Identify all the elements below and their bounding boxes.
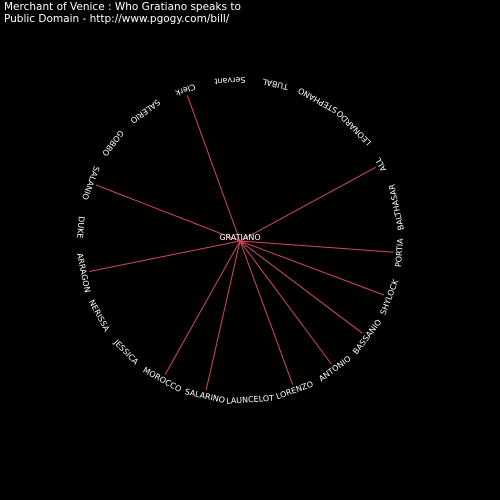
node-label-salarino: SALARINO	[184, 387, 226, 405]
diagram-title: Merchant of Venice : Who Gratiano speaks…	[4, 1, 241, 13]
node-label-shylock: SHYLOCK	[379, 277, 401, 316]
edge-portia	[239, 240, 394, 253]
node-label-stephano: STEPHANO	[297, 86, 339, 115]
edge-bassanio	[239, 240, 363, 334]
edge-antonio	[239, 240, 332, 365]
node-label-arragon: ARRAGON	[75, 252, 92, 293]
edge-morocco	[164, 240, 241, 375]
node-label-duke: DUKE	[75, 216, 86, 239]
node-label-servant: Servant	[214, 75, 246, 86]
edge-clerk	[186, 95, 241, 242]
node-label-nerissa: NERISSA	[87, 298, 112, 333]
edge-all	[239, 166, 376, 242]
edge-lorenzo	[239, 240, 294, 385]
node-label-launcelot: LAUNCELOT	[226, 394, 275, 406]
node-label-antonio: ANTONIO	[317, 354, 352, 383]
center-node-label: GRATIANO	[219, 233, 260, 242]
node-label-gobbo: GOBBO	[100, 129, 125, 158]
node-label-all: ALL	[373, 155, 388, 172]
edge-salarino	[205, 240, 241, 391]
edge-shylock	[239, 240, 385, 296]
node-label-balthasar: BALTHASAR	[387, 183, 406, 231]
node-label-leonardo: LEONARDO	[335, 109, 373, 148]
node-label-salanio: SALANIO	[80, 165, 101, 201]
node-label-morocco: MOROCCO	[141, 366, 183, 395]
node-label-tubal: TUBAL	[261, 77, 290, 92]
node-label-bassanio: BASSANIO	[351, 318, 383, 356]
edge-salanio	[95, 184, 241, 242]
node-label-jessica: JESSICA	[111, 337, 140, 366]
node-label-portia: PORTIA	[394, 237, 405, 267]
diagram-subtitle: Public Domain - http://www.pgogy.com/bil…	[4, 13, 230, 25]
edge-arragon	[89, 240, 241, 272]
node-label-clerk: Clerk	[174, 82, 197, 98]
node-label-lorenzo: LORENZO	[275, 380, 315, 402]
node-label-salerio: SALERIO	[129, 97, 162, 125]
edge-layer	[89, 95, 394, 391]
